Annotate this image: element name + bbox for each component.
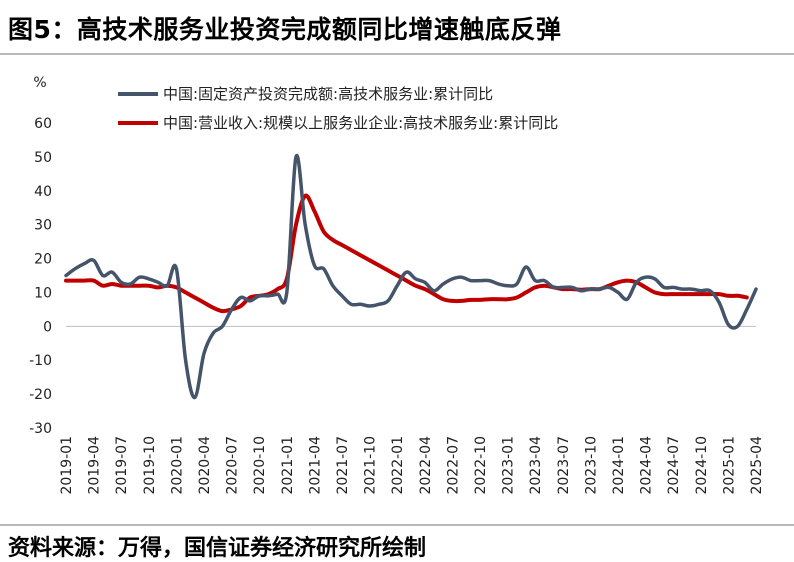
y-tick-label: 60 xyxy=(34,116,52,132)
x-tick-label: 2024-01 xyxy=(611,436,627,495)
x-tick-label: 2023-10 xyxy=(583,436,599,495)
title-divider xyxy=(0,53,794,55)
x-tick-label: 2022-07 xyxy=(445,436,461,495)
y-tick-label: 10 xyxy=(34,285,52,301)
y-tick-label: 20 xyxy=(34,252,52,268)
series-line-investment xyxy=(64,153,758,400)
y-tick-label: -20 xyxy=(29,387,52,403)
x-tick-label: 2022-04 xyxy=(418,436,434,495)
y-tick-label: 0 xyxy=(43,319,52,335)
y-tick-label: 50 xyxy=(34,150,52,166)
x-tick-label: 2024-07 xyxy=(666,436,682,495)
x-tick-label: 2023-04 xyxy=(528,436,544,495)
x-tick-label: 2020-10 xyxy=(252,436,268,495)
x-tick-label: 2019-04 xyxy=(87,436,103,495)
y-axis-unit: % xyxy=(33,75,46,91)
x-tick-label: 2025-01 xyxy=(721,436,737,495)
x-tick-label: 2021-10 xyxy=(363,436,379,495)
x-tick-label: 2022-10 xyxy=(473,436,489,495)
x-tick-label: 2021-01 xyxy=(280,436,296,495)
chart-title: 图5：高技术服务业投资完成额同比增速触底反弹 xyxy=(8,15,562,44)
x-axis: 2019-01 2019-04 2019-07 2019-10 2020-01 2020-… xyxy=(59,325,765,495)
x-tick-label: 2019-01 xyxy=(59,436,75,495)
x-tick-label: 2023-07 xyxy=(556,436,572,495)
y-tick-label: -10 xyxy=(29,353,52,369)
y-axis: -30 -20 -10 0 10 20 30 40 50 60 xyxy=(29,116,52,437)
x-tick-label: 2025-04 xyxy=(749,436,765,495)
x-tick-label: 2024-04 xyxy=(639,436,655,495)
legend-label-revenue: 中国:营业收入:规模以上服务业企业:高技术服务业:累计同比 xyxy=(163,114,558,132)
x-tick-label: 2021-04 xyxy=(307,436,323,495)
series-layer xyxy=(64,153,758,400)
x-tick-label: 2020-07 xyxy=(225,436,241,495)
source-divider xyxy=(0,524,794,526)
legend: 中国:固定资产投资完成额:高技术服务业:累计同比 中国:营业收入:规模以上服务业… xyxy=(118,85,558,132)
x-tick-label: 2023-01 xyxy=(501,436,517,495)
x-tick-label: 2019-07 xyxy=(114,436,130,495)
x-tick-label: 2022-01 xyxy=(390,436,406,495)
x-tick-label: 2021-07 xyxy=(335,436,351,495)
x-tick-label: 2024-10 xyxy=(694,436,710,495)
y-tick-label: 30 xyxy=(34,218,52,234)
y-tick-label: -30 xyxy=(29,421,52,437)
x-tick-label: 2020-01 xyxy=(169,436,185,495)
y-tick-label: 40 xyxy=(34,184,52,200)
legend-label-investment: 中国:固定资产投资完成额:高技术服务业:累计同比 xyxy=(163,85,493,103)
source-note: 资料来源：万得，国信证券经济研究所绘制 xyxy=(8,536,427,561)
x-tick-label: 2020-04 xyxy=(197,436,213,495)
series-line-revenue xyxy=(64,193,749,314)
x-tick-label: 2019-10 xyxy=(142,436,158,495)
